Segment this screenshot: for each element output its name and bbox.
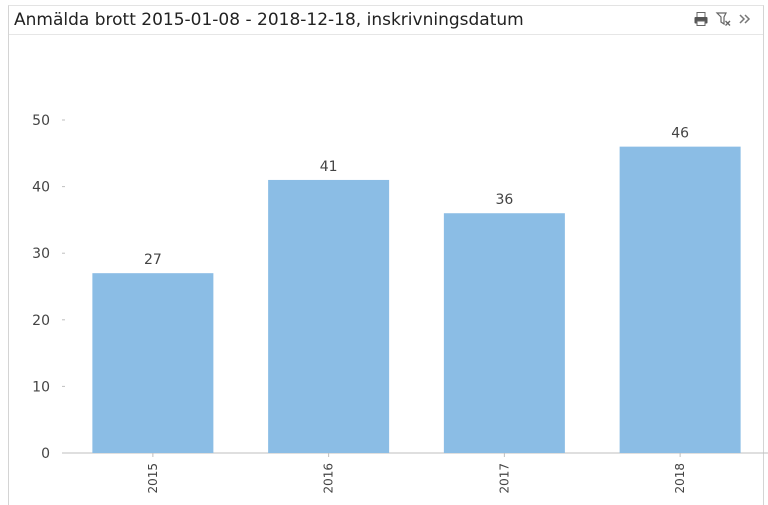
- data-label: 36: [495, 192, 513, 208]
- bar-2018: [619, 146, 741, 453]
- bar-2015: [92, 273, 214, 453]
- x-tick-label: 2016: [322, 463, 336, 494]
- x-tick-label: 2015: [146, 463, 160, 494]
- y-tick-label: 50: [32, 113, 50, 129]
- clear-selection-icon[interactable]: [715, 11, 731, 27]
- print-icon[interactable]: [693, 11, 709, 27]
- data-label: 46: [671, 126, 689, 142]
- bar-2017: [443, 213, 565, 453]
- chart-panel: Anmälda brott 2015-01-08 - 2018-12-18, i…: [8, 5, 764, 505]
- data-label: 27: [144, 252, 162, 268]
- x-tick-label: 2018: [673, 463, 687, 494]
- y-tick-label: 0: [41, 446, 50, 462]
- y-tick-label: 20: [32, 313, 50, 329]
- panel-header: Anmälda brott 2015-01-08 - 2018-12-18, i…: [9, 6, 763, 35]
- bar-2016: [268, 179, 390, 453]
- data-label: 41: [320, 159, 338, 175]
- x-tick-label: 2017: [497, 463, 511, 494]
- panel-toolbar: [693, 11, 753, 27]
- y-tick-label: 40: [32, 180, 50, 196]
- chart-title: Anmälda brott 2015-01-08 - 2018-12-18, i…: [14, 10, 524, 30]
- y-tick-label: 10: [32, 379, 50, 395]
- expand-more-icon[interactable]: [737, 11, 753, 27]
- y-tick-label: 30: [32, 246, 50, 262]
